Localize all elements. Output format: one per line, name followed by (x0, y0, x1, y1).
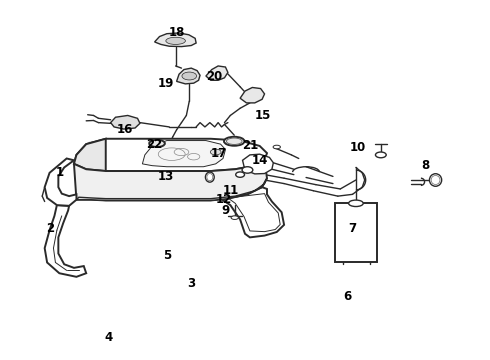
Ellipse shape (375, 152, 386, 158)
Text: 13: 13 (158, 170, 174, 183)
Polygon shape (111, 116, 140, 129)
Text: 14: 14 (251, 154, 268, 167)
Polygon shape (143, 140, 225, 167)
Text: 18: 18 (169, 27, 185, 40)
Text: 1: 1 (56, 166, 64, 179)
Text: 11: 11 (223, 184, 239, 197)
Ellipse shape (226, 138, 242, 144)
Polygon shape (45, 205, 86, 277)
Polygon shape (243, 154, 273, 174)
Ellipse shape (166, 37, 185, 44)
Polygon shape (76, 178, 267, 201)
Polygon shape (74, 160, 267, 201)
Ellipse shape (231, 216, 239, 220)
Text: 21: 21 (243, 139, 259, 152)
Ellipse shape (242, 167, 253, 173)
Ellipse shape (224, 137, 245, 146)
Polygon shape (74, 139, 267, 171)
Text: 16: 16 (116, 123, 133, 136)
Text: 8: 8 (422, 159, 430, 172)
Text: 19: 19 (158, 77, 174, 90)
Text: 12: 12 (216, 193, 232, 206)
Text: 4: 4 (104, 331, 112, 344)
Polygon shape (220, 187, 284, 237)
Text: 22: 22 (146, 138, 162, 150)
Text: 15: 15 (255, 109, 271, 122)
Ellipse shape (348, 200, 363, 207)
Text: 3: 3 (187, 278, 196, 291)
Ellipse shape (210, 149, 221, 155)
Text: 6: 6 (343, 290, 352, 303)
Polygon shape (74, 139, 106, 171)
Text: 10: 10 (349, 141, 366, 154)
Text: 5: 5 (163, 249, 171, 262)
Ellipse shape (236, 172, 245, 177)
Ellipse shape (205, 172, 214, 182)
Polygon shape (176, 68, 200, 84)
Ellipse shape (149, 140, 165, 147)
Text: 7: 7 (348, 222, 357, 235)
Bar (335, 203, 377, 262)
Text: 2: 2 (47, 222, 54, 235)
Ellipse shape (273, 145, 280, 149)
Text: 17: 17 (211, 147, 227, 159)
Polygon shape (155, 33, 196, 46)
Ellipse shape (182, 72, 196, 80)
Text: 9: 9 (221, 204, 230, 217)
Polygon shape (206, 66, 228, 80)
Ellipse shape (429, 174, 441, 186)
Polygon shape (240, 87, 265, 103)
Text: 20: 20 (206, 69, 222, 82)
Polygon shape (45, 158, 76, 206)
